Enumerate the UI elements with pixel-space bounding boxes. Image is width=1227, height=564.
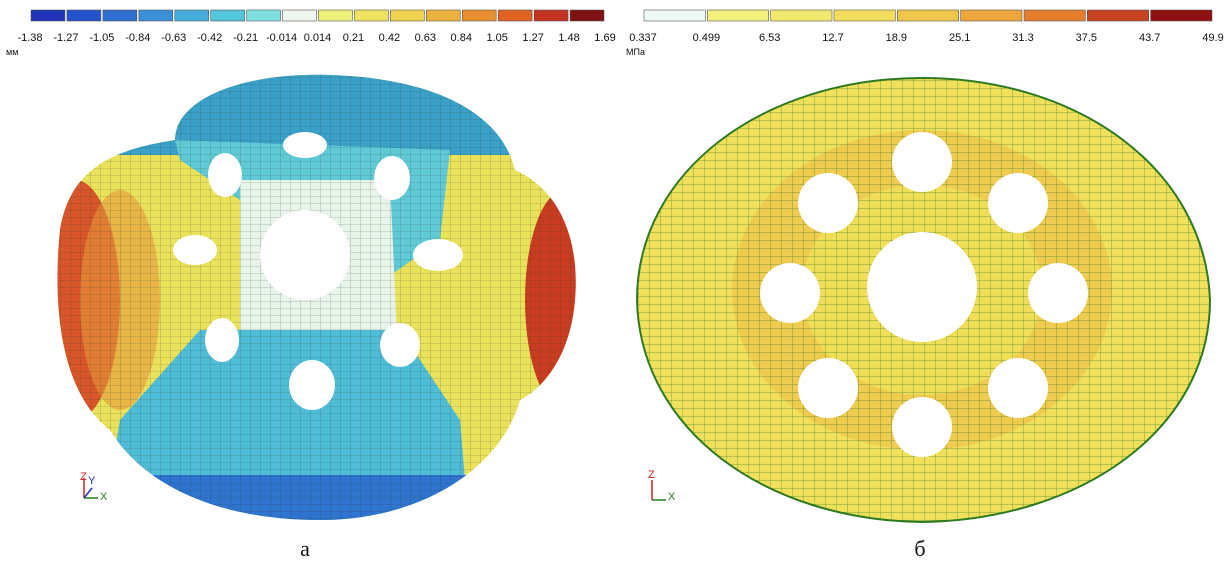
legend-swatch	[211, 10, 245, 21]
axis-label: Z	[80, 471, 87, 483]
legend-label: 1.27	[522, 32, 543, 44]
legend-swatch	[247, 10, 281, 21]
unit: МПа	[626, 47, 645, 57]
legend-label: 1.05	[486, 32, 507, 44]
legend-swatch	[103, 10, 137, 21]
caption: б	[914, 536, 925, 561]
legend-label: 6.53	[759, 32, 780, 44]
legend-swatch	[834, 10, 895, 21]
legend-label: 31.3	[1012, 32, 1033, 44]
legend-swatch	[897, 10, 958, 21]
legend-swatch	[31, 10, 65, 21]
legend-label: 0.42	[379, 32, 400, 44]
legend-swatch	[570, 10, 604, 21]
legend-swatch	[961, 10, 1022, 21]
legend-label: 0.21	[343, 32, 364, 44]
legend-label: 25.1	[949, 32, 970, 44]
legend-label: 0.63	[415, 32, 436, 44]
legend-swatch	[139, 10, 173, 21]
legend-label: 0.014	[304, 32, 332, 44]
legend-label: -0.63	[161, 32, 186, 44]
legend-swatch	[1087, 10, 1148, 21]
legend-swatch	[1024, 10, 1085, 21]
axis-triad-b	[652, 480, 666, 500]
unit: мм	[6, 47, 18, 57]
legend-label: 43.7	[1139, 32, 1160, 44]
legend-swatch	[498, 10, 532, 21]
legend-label: -1.38	[17, 32, 42, 44]
legend-label: -1.27	[53, 32, 78, 44]
legend-label: -0.84	[125, 32, 150, 44]
axis-label: X	[668, 491, 676, 503]
legend-label: 0.499	[693, 32, 721, 44]
legend-swatch	[354, 10, 388, 21]
legend-label: 12.7	[822, 32, 843, 44]
legend-swatch	[319, 10, 353, 21]
figure: Z Y X Z X мм МПа а б -1.38 -1.27 -1.05 -0.8…	[0, 0, 1227, 564]
legend-swatch	[390, 10, 424, 21]
legend-swatch	[175, 10, 209, 21]
legend-label: -0.014	[266, 32, 297, 44]
legend-label: -0.42	[197, 32, 222, 44]
caption: а	[300, 536, 310, 561]
legend-label: -1.05	[89, 32, 114, 44]
model-a	[30, 60, 605, 545]
legend-label: 18.9	[886, 32, 907, 44]
legend-swatch	[426, 10, 460, 21]
legend-swatch	[462, 10, 496, 21]
legend-swatch	[67, 10, 101, 21]
legend-label: 1.69	[594, 32, 615, 44]
axis-label: Y	[88, 475, 96, 487]
legend-swatch	[644, 10, 705, 21]
legend-label: 0.337	[629, 32, 657, 44]
legend-label: -0.21	[233, 32, 258, 44]
legend-swatch	[283, 10, 317, 21]
legend-swatch	[534, 10, 568, 21]
axis-label: Z	[648, 469, 655, 481]
legend-label: 37.5	[1076, 32, 1097, 44]
legend-label: 0.84	[451, 32, 472, 44]
legend-swatch	[707, 10, 768, 21]
legend-swatch	[771, 10, 832, 21]
axis-label: X	[100, 491, 108, 503]
legend-swatch	[1151, 10, 1212, 21]
legend-label: 1.48	[558, 32, 579, 44]
model-b	[630, 70, 1220, 530]
legend-label: 49.9	[1202, 32, 1223, 44]
